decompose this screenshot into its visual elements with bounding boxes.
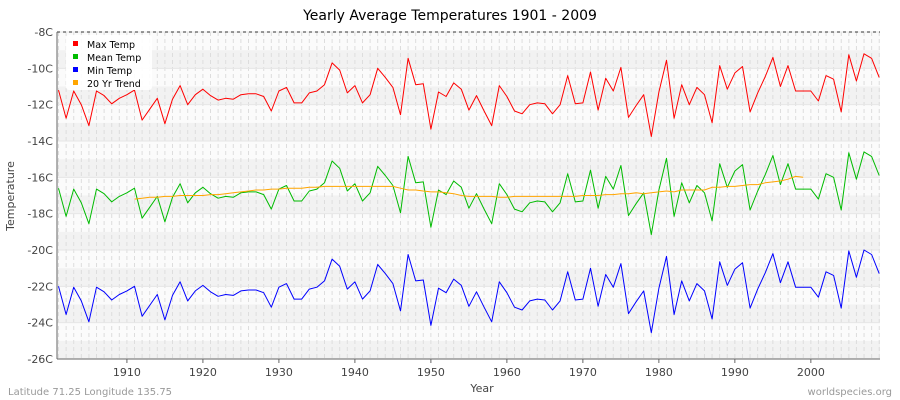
legend-swatch [73,41,78,46]
legend-label: Max Temp [87,40,135,51]
y-tick-label: -8C [34,26,53,39]
series-line-mean-temp [58,151,880,236]
y-tick-label: -14C [27,135,53,148]
x-tick-label: 1940 [341,366,369,379]
grid-band [57,50,880,69]
y-tick-label: -20C [27,244,53,257]
grid-band [57,141,880,160]
x-tick-label: 1990 [721,366,749,379]
x-tick-label: 1910 [113,366,141,379]
y-tick-label: -16C [27,171,53,184]
legend-label: Min Temp [87,66,132,77]
series-lines [58,53,880,334]
y-tick-label: -26C [27,353,53,366]
legend-swatch [73,80,78,85]
y-tick-label: -22C [27,280,53,293]
y-tick-label: -24C [27,317,53,330]
grid-band [57,231,880,250]
y-tick-label: -10C [27,62,53,75]
x-tick-label: 2000 [797,366,825,379]
axes: -8C -10C -12C -14C -16C -18C -20C -22C -24C -26C 1… [27,26,880,379]
legend-label: Mean Temp [87,53,141,64]
chart-title: Yearly Average Temperatures 1901 - 2009 [302,8,597,24]
x-tick-label: 1950 [417,366,445,379]
legend-swatch [73,67,78,72]
legend-box [66,35,152,90]
y-tick-label: -18C [27,208,53,221]
footer-location: Latitude 71.25 Longitude 135.75 [8,387,172,398]
footer-source: worldspecies.org [808,387,892,398]
x-tick-label: 1970 [569,366,597,379]
x-tick-label: 1980 [645,366,673,379]
series-line-20-yr-trend [134,175,804,200]
x-tick-label: 1930 [265,366,293,379]
grid-band [57,104,880,123]
series-line-min-temp [58,249,880,334]
x-axis-label: Year [469,382,494,395]
y-axis-label: Temperature [4,161,17,232]
legend: Max Temp Mean Temp Min Temp 20 Yr Trend [66,35,152,90]
y-tick-label: -12C [27,99,53,112]
grid [57,31,880,360]
legend-label: 20 Yr Trend [87,79,141,90]
x-tick-label: 1920 [189,366,217,379]
grid-band [57,322,880,341]
legend-swatch [73,54,78,59]
series-line-max-temp [58,53,880,137]
x-tick-label: 1960 [493,366,521,379]
